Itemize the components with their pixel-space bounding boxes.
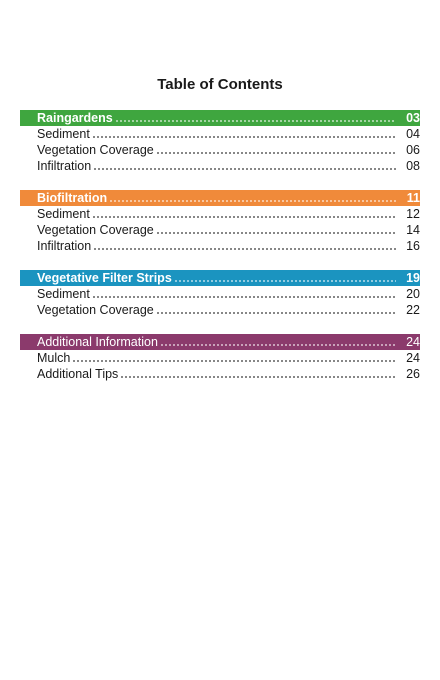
dot-leader <box>114 119 396 123</box>
entry: Sediment 04 <box>20 126 420 142</box>
title: Table of Contents <box>157 76 283 93</box>
entry-label: Vegetation Coverage <box>37 223 154 237</box>
dot-leader <box>91 135 396 139</box>
entry-label: Vegetation Coverage <box>37 143 154 157</box>
entry-page: 08 <box>406 159 420 173</box>
entry-page: 06 <box>406 143 420 157</box>
dot-leader <box>72 359 396 363</box>
entry-page: 04 <box>406 127 420 141</box>
section-heading-label: Additional Information <box>37 335 158 349</box>
entry-label: Mulch <box>37 351 71 365</box>
dot-leader <box>159 343 396 347</box>
dot-leader <box>155 231 396 235</box>
entry-page: 26 <box>406 367 420 381</box>
section-heading-page: 24 <box>406 335 420 349</box>
dot-leader <box>91 215 396 219</box>
entry: Sediment 20 <box>20 286 420 302</box>
dot-leader <box>91 295 396 299</box>
section-heading: Biofiltration 11 <box>20 190 420 206</box>
section-heading: Raingardens 03 <box>20 110 420 126</box>
entry-page: 20 <box>406 287 420 301</box>
entry: Vegetation Coverage 06 <box>20 142 420 158</box>
entry: Sediment 12 <box>20 206 420 222</box>
entry-label: Additional Tips <box>37 367 119 381</box>
entry-page: 16 <box>406 239 420 253</box>
dot-leader <box>155 311 396 315</box>
dot-leader <box>120 375 396 379</box>
section: Raingardens 03 Sediment 04 Vegetation Covera… <box>20 110 420 174</box>
dot-leader <box>93 167 396 171</box>
section-heading-label: Vegetative Filter Strips <box>37 271 172 285</box>
dot-leader <box>93 247 396 251</box>
section-heading-page: 11 <box>406 191 420 205</box>
section: Additional Information 24 Mulch 24 Additiona… <box>20 334 420 382</box>
entry-label: Sediment <box>37 287 90 301</box>
section-heading-label: Biofiltration <box>37 191 108 205</box>
entry: Infiltration 16 <box>20 238 420 254</box>
entry-page: 14 <box>406 223 420 237</box>
section-heading: Vegetative Filter Strips 19 <box>20 270 420 286</box>
entry-page: 22 <box>406 303 420 317</box>
entry-page: 12 <box>406 207 420 221</box>
section: Vegetative Filter Strips 19 Sediment 20 Vege… <box>20 270 420 318</box>
entry: Additional Tips 26 <box>20 366 420 382</box>
entry-label: Sediment <box>37 127 90 141</box>
dot-leader <box>173 279 396 283</box>
entry-label: Sediment <box>37 207 90 221</box>
section-heading-page: 19 <box>406 271 420 285</box>
entry-label: Vegetation Coverage <box>37 303 154 317</box>
entry: Mulch 24 <box>20 350 420 366</box>
dot-leader <box>155 151 396 155</box>
entry: Vegetation Coverage 14 <box>20 222 420 238</box>
section-heading-label: Raingardens <box>37 111 113 125</box>
section-heading: Additional Information 24 <box>20 334 420 350</box>
entry-page: 24 <box>406 351 420 365</box>
entry-label: Infiltration <box>37 239 92 253</box>
section: Biofiltration 11 Sediment 12 Vegetation Cove… <box>20 190 420 254</box>
entry-label: Infiltration <box>37 159 92 173</box>
dot-leader <box>109 199 396 203</box>
entry: Vegetation Coverage 22 <box>20 302 420 318</box>
table-of-contents: Raingardens 03 Sediment 04 Vegetation Covera… <box>20 110 420 398</box>
section-heading-page: 03 <box>406 111 420 125</box>
entry: Infiltration 08 <box>20 158 420 174</box>
